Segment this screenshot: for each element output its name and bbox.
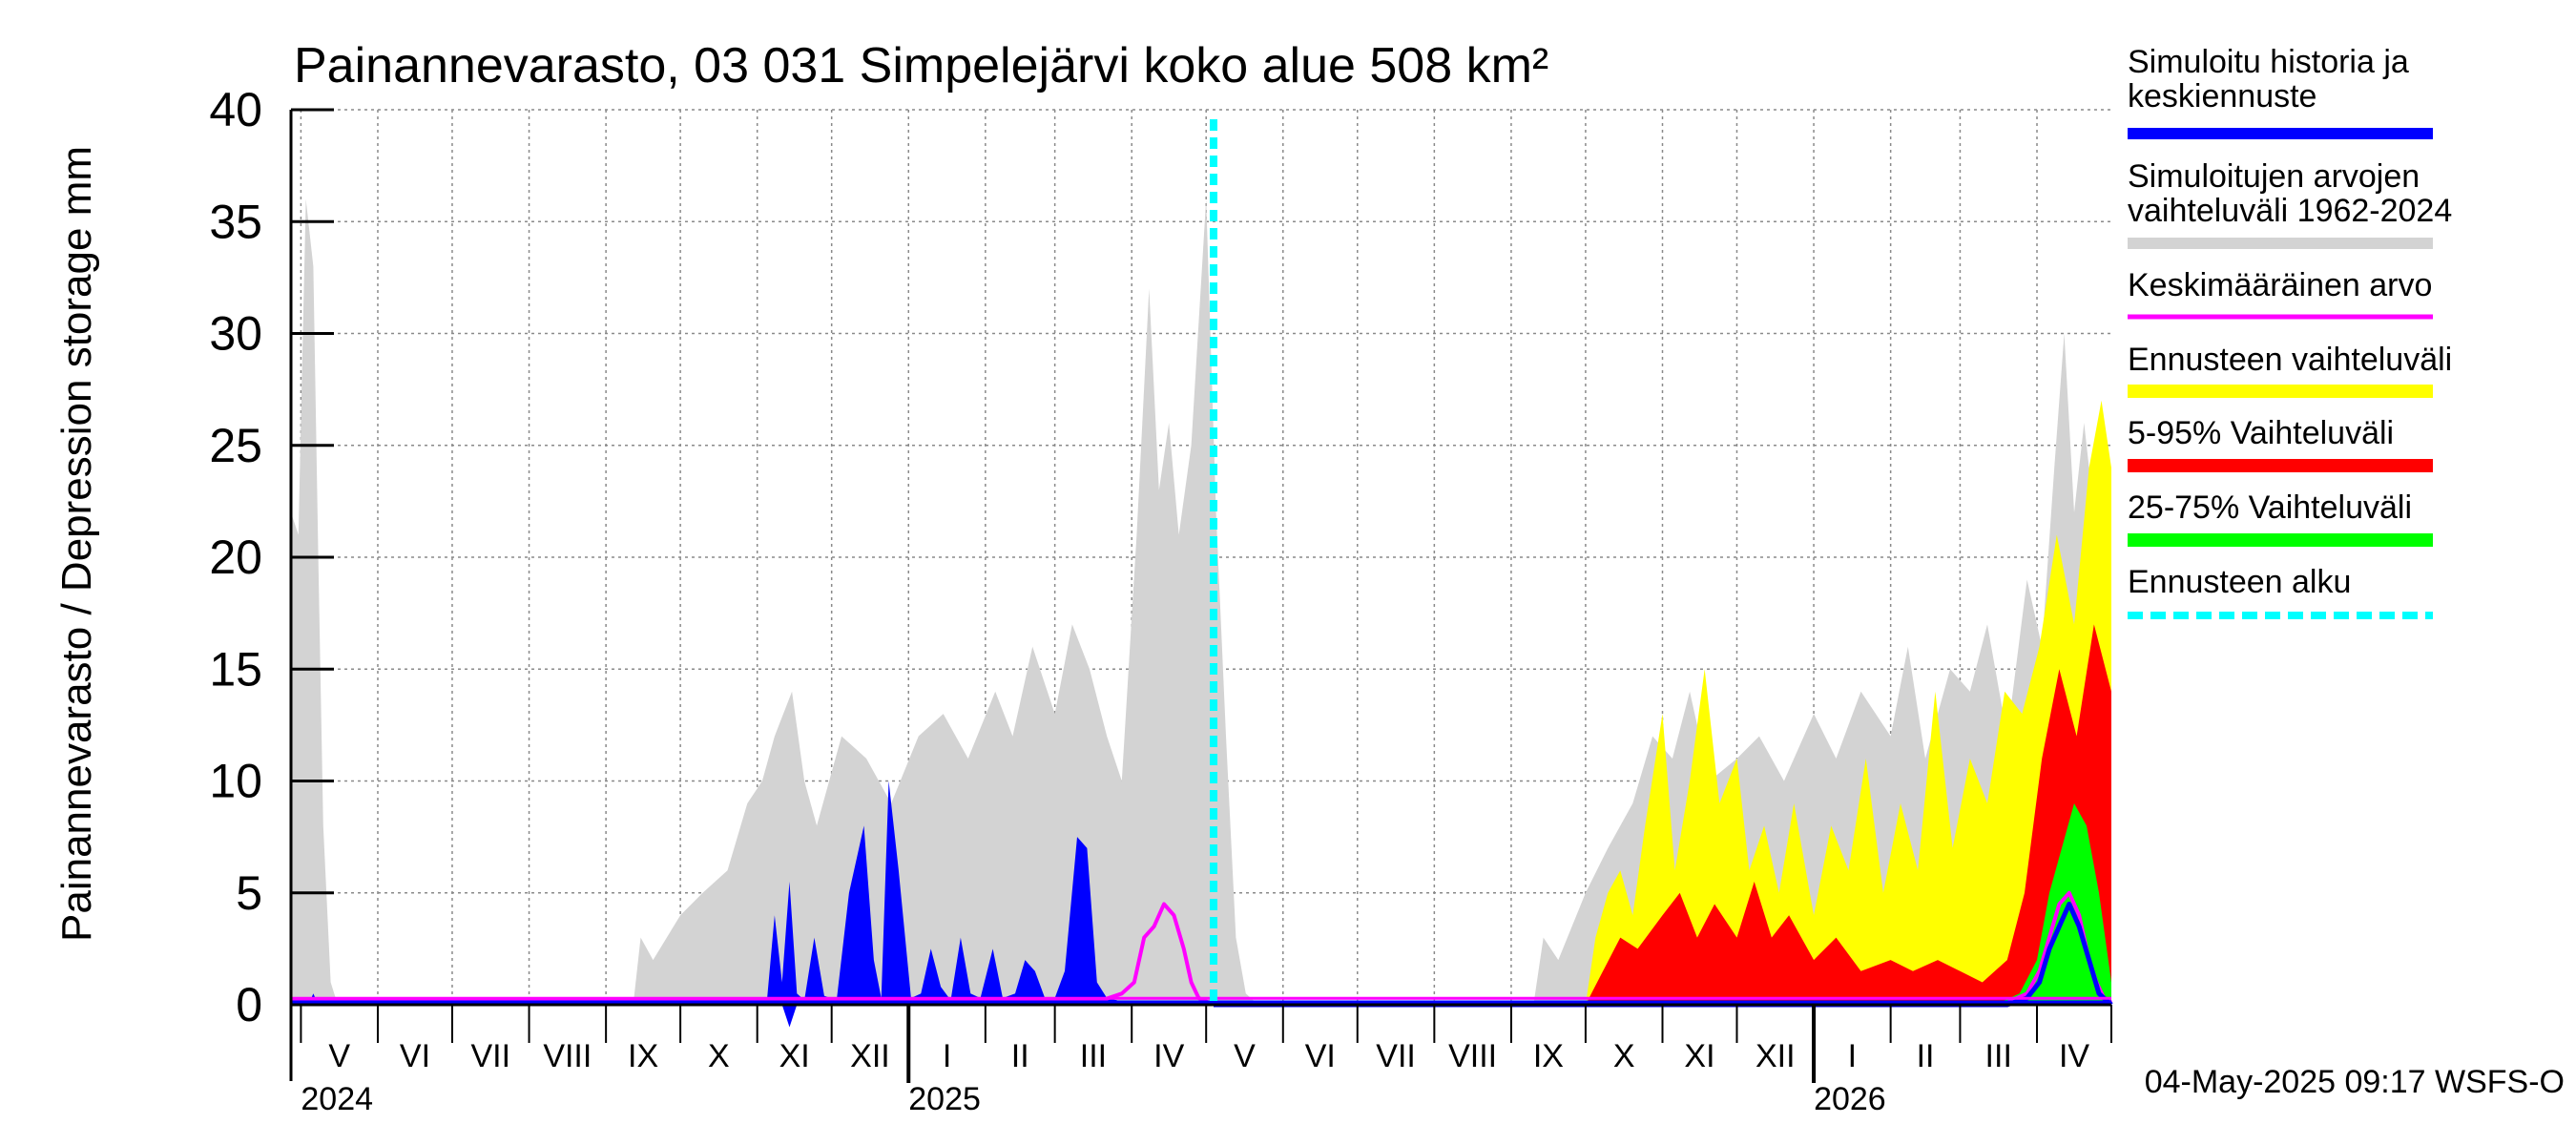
x-month-label: VI bbox=[1305, 1038, 1336, 1074]
y-tick-label: 25 bbox=[209, 419, 262, 472]
legend-item: Ennusteen vaihteluväli bbox=[2128, 342, 2452, 398]
y-tick-label: 0 bbox=[236, 978, 262, 1031]
x-month-label: V bbox=[328, 1038, 350, 1074]
x-month-label: I bbox=[943, 1038, 951, 1074]
x-year-label: 2025 bbox=[908, 1081, 981, 1117]
legend-item: 25-75% Vaihteluväli bbox=[2128, 489, 2433, 547]
x-month-label: VIII bbox=[1448, 1038, 1497, 1074]
y-axis-label: Painannevarasto / Depression storage mm bbox=[53, 146, 100, 942]
legend-label: Simuloitu historia ja keskiennuste bbox=[2128, 44, 2409, 114]
x-month-label: V bbox=[1234, 1038, 1256, 1074]
x-month-label: VII bbox=[1376, 1038, 1416, 1074]
x-month-label: XII bbox=[850, 1038, 890, 1074]
y-tick-label: 35 bbox=[209, 195, 262, 248]
x-month-label: III bbox=[1985, 1038, 2012, 1074]
x-month-label: VII bbox=[470, 1038, 510, 1074]
median-forecast-line bbox=[1214, 902, 2113, 1008]
x-month-label: IX bbox=[1533, 1038, 1564, 1074]
x-year-label: 2026 bbox=[1814, 1081, 1886, 1117]
legend-item: Keskimääräinen arvo bbox=[2128, 267, 2433, 320]
legend-item: 5-95% Vaihteluväli bbox=[2128, 415, 2433, 472]
legend-label: Ennusteen alku bbox=[2128, 564, 2351, 600]
chart-title: Painannevarasto, 03 031 Simpelejärvi kok… bbox=[294, 38, 1548, 94]
y-tick-label: 10 bbox=[209, 755, 262, 808]
y-tick-label: 5 bbox=[236, 866, 262, 920]
y-tick-label: 15 bbox=[209, 642, 262, 696]
legend-item: Simuloitu historia ja keskiennuste bbox=[2128, 44, 2433, 139]
x-month-label: X bbox=[1613, 1038, 1635, 1074]
x-month-label: XI bbox=[1684, 1038, 1714, 1074]
y-tick-label: 30 bbox=[209, 307, 262, 361]
legend-label: 5-95% Vaihteluväli bbox=[2128, 415, 2394, 451]
x-month-label: VI bbox=[400, 1038, 430, 1074]
legend-label-line: vaihteluväli 1962-2024 bbox=[2128, 193, 2452, 229]
x-month-label: II bbox=[1917, 1038, 1935, 1074]
legend-label: Ennusteen vaihteluväli bbox=[2128, 342, 2452, 378]
x-month-label: XII bbox=[1755, 1038, 1796, 1074]
legend-item: Ennusteen alku bbox=[2128, 564, 2433, 619]
x-month-label: X bbox=[708, 1038, 730, 1074]
x-month-label: VIII bbox=[543, 1038, 592, 1074]
legend-label-line: Simuloitujen arvojen bbox=[2128, 158, 2420, 195]
x-month-label: IV bbox=[2059, 1038, 2089, 1074]
x-year-label: 2024 bbox=[301, 1081, 373, 1117]
x-month-label: I bbox=[1848, 1038, 1857, 1074]
grid bbox=[291, 109, 2111, 1005]
legend-label: 25-75% Vaihteluväli bbox=[2128, 489, 2412, 526]
y-tick-label: 20 bbox=[209, 531, 262, 584]
legend-label-line: Simuloitu historia ja bbox=[2128, 44, 2409, 80]
legend-label: Keskimääräinen arvo bbox=[2128, 267, 2432, 303]
x-month-label: II bbox=[1011, 1038, 1029, 1074]
legend-label: Simuloitujen arvojen vaihteluväli 1962-20… bbox=[2128, 158, 2452, 229]
y-tick-label: 40 bbox=[209, 83, 262, 136]
x-month-label: IV bbox=[1153, 1038, 1184, 1074]
p5-95-band bbox=[1214, 624, 2111, 1005]
legend: Simuloitu historia ja keskiennusteSimuloi… bbox=[2128, 44, 2452, 619]
x-month-label: III bbox=[1080, 1038, 1107, 1074]
footer-text: 04-May-2025 09:17 WSFS-O bbox=[2145, 1064, 2565, 1100]
series-layer bbox=[291, 119, 2113, 1028]
x-month-label: IX bbox=[628, 1038, 658, 1074]
x-month-label: XI bbox=[779, 1038, 810, 1074]
legend-item: Simuloitujen arvojen vaihteluväli 1962-20… bbox=[2128, 158, 2452, 249]
legend-label-line: keskiennuste bbox=[2128, 78, 2316, 114]
